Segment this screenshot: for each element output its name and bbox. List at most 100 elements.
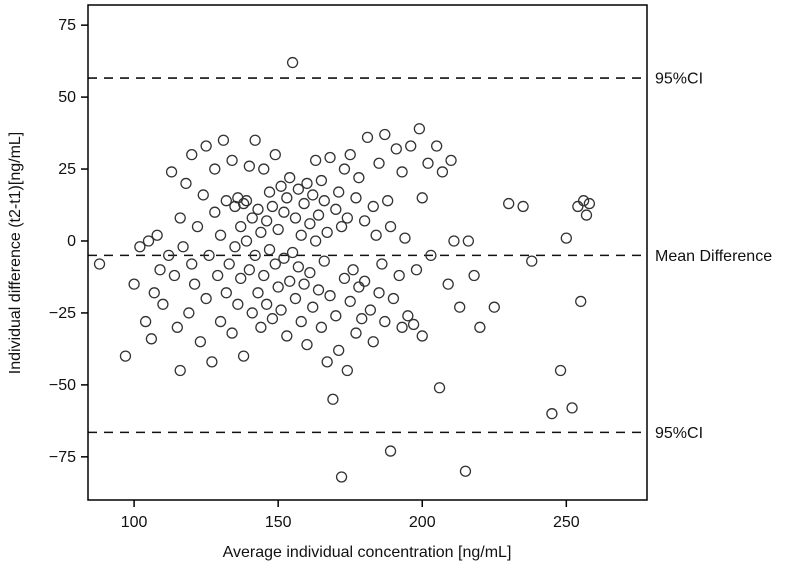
data-point: [163, 249, 175, 262]
data-point: [324, 290, 336, 302]
data-point: [289, 292, 302, 305]
data-point: [344, 295, 356, 308]
data-point: [272, 281, 284, 293]
data-point: [252, 203, 264, 215]
data-point: [154, 264, 166, 276]
data-point: [226, 327, 238, 339]
data-point: [301, 177, 313, 190]
data-point: [462, 235, 475, 247]
data-point: [324, 151, 336, 164]
data-point: [232, 298, 244, 310]
data-point: [309, 154, 322, 167]
data-point: [583, 197, 596, 210]
lower-ci-label: 95%CI: [655, 425, 703, 442]
data-point: [119, 350, 132, 362]
data-point: [235, 220, 247, 233]
data-point: [433, 382, 446, 394]
y-tick-label: 50: [58, 89, 76, 106]
data-point: [416, 330, 428, 342]
data-point: [220, 287, 232, 299]
data-point: [353, 281, 365, 293]
data-point: [416, 192, 428, 204]
data-point: [269, 258, 281, 270]
x-tick-label: 100: [121, 514, 148, 531]
data-point: [278, 206, 290, 218]
data-point: [356, 313, 368, 325]
axes-layer: 100 150 200 250 −75 −50 −25 0 25 50 75: [49, 4, 648, 531]
data-point: [237, 350, 250, 362]
data-point: [168, 269, 181, 282]
data-point: [347, 264, 359, 276]
reference-lines-layer: [88, 77, 647, 434]
data-point: [454, 301, 466, 313]
data-point: [292, 261, 304, 273]
data-point: [468, 269, 480, 282]
data-point: [174, 212, 186, 224]
data-point: [554, 364, 567, 377]
data-point: [312, 284, 325, 296]
data-point: [214, 315, 227, 328]
y-tick-label: −75: [49, 449, 76, 466]
data-point: [350, 192, 362, 204]
y-tick-label: 75: [58, 17, 76, 34]
x-axis-title: Average individual concentration [ng/mL]: [223, 544, 512, 561]
data-point: [269, 149, 281, 161]
data-point: [425, 249, 437, 262]
data-point: [503, 197, 515, 210]
data-point: [209, 163, 221, 175]
data-point: [399, 232, 411, 244]
data-point: [186, 149, 198, 161]
data-point: [286, 246, 299, 259]
data-point: [384, 445, 397, 457]
data-point: [226, 154, 238, 167]
data-point: [263, 186, 276, 198]
data-point: [459, 465, 472, 477]
data-point: [577, 195, 590, 207]
data-point: [431, 140, 443, 152]
data-point: [180, 177, 192, 190]
data-point: [266, 313, 279, 325]
y-tick-label: −25: [49, 305, 76, 322]
data-point: [246, 212, 258, 224]
data-points-layer: [93, 56, 596, 483]
data-point: [379, 315, 391, 328]
data-point: [255, 321, 267, 333]
data-point: [295, 315, 307, 328]
data-point: [315, 321, 328, 333]
data-point: [396, 321, 408, 333]
data-point: [376, 258, 388, 270]
data-point: [183, 307, 195, 319]
data-point: [384, 220, 397, 233]
data-point: [572, 200, 584, 213]
data-point: [197, 189, 209, 201]
data-point: [410, 264, 423, 276]
data-point: [275, 304, 287, 316]
data-point: [240, 195, 253, 207]
data-point: [358, 275, 371, 287]
data-point: [134, 241, 146, 253]
mean-difference-label: Mean Difference: [655, 248, 772, 265]
data-point: [258, 269, 270, 282]
data-point: [289, 212, 302, 224]
data-point: [422, 157, 434, 169]
data-point: [266, 200, 279, 213]
data-point: [580, 209, 593, 221]
data-point: [151, 229, 163, 241]
data-point: [157, 298, 169, 310]
data-point: [298, 278, 310, 290]
data-point: [278, 252, 290, 264]
data-point: [145, 333, 158, 345]
data-point: [148, 287, 160, 299]
data-point: [407, 318, 420, 331]
data-point: [309, 235, 322, 247]
data-point: [566, 402, 578, 414]
data-point: [373, 287, 385, 299]
data-point: [327, 393, 339, 405]
data-point: [200, 292, 212, 305]
data-point: [526, 255, 538, 267]
data-point: [139, 315, 152, 328]
y-tick-label: 25: [58, 161, 76, 178]
data-point: [307, 301, 319, 313]
